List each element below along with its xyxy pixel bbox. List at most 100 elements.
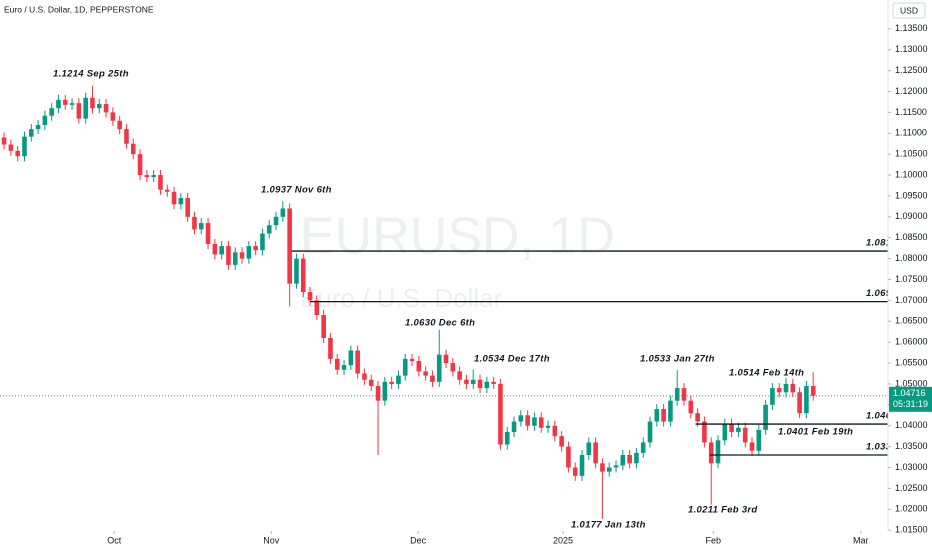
candle-body [103,104,109,113]
candle-body [56,99,61,109]
candle-body [273,216,279,226]
y-tick-label: 1.05000 [895,378,928,388]
y-tick-label: 1.04000 [895,420,928,430]
y-tick-label: 1.02500 [895,483,928,493]
y-tick-label: 1.02000 [895,504,928,514]
candle-body [307,292,313,301]
candle-body [171,191,177,205]
candle-body [348,350,354,366]
candle-body [729,423,734,432]
watermark-subtitle: Euro / U.S. Dollar [300,283,503,313]
watermark: EURUSD, 1D [300,208,615,266]
candle-body [178,198,184,205]
candle-body [42,115,48,125]
candle-body [681,388,687,401]
currency-box[interactable] [892,2,926,19]
y-tick-label: 1.08000 [895,253,928,263]
candle-body [668,400,673,422]
y-tick-label: 1.12500 [895,65,928,75]
annotation: 1.0534 Dec 17th [474,354,550,365]
candle-body [130,143,136,155]
candle-body [226,246,231,265]
candle-body [246,246,252,259]
candle-body [8,144,14,151]
last-price-box [889,386,932,412]
candle-body [613,465,619,468]
y-tick-label: 1.12000 [895,86,928,96]
candle-body [634,452,639,464]
y-tick-label: 1.03000 [895,462,928,472]
candle-body [647,421,653,443]
candle-body [212,243,218,255]
x-tick-label: Oct [107,535,122,545]
x-tick-label: 2025 [553,535,573,545]
x-tick-label: Mar [853,535,869,545]
y-tick-label: 1.06500 [895,316,928,326]
candle-body [368,379,374,387]
candle-body [572,467,578,476]
x-tick-label: Feb [705,535,721,545]
candle-body [430,375,435,382]
candle-body [300,258,306,293]
candle-body [525,415,530,426]
candle-body [695,413,700,422]
candle-body [545,425,551,428]
candle-body [151,175,156,178]
candle-body [158,175,163,190]
y-tick-label: 1.01500 [895,525,928,535]
candle-body [144,175,150,178]
candle-body [579,454,585,476]
candle-body [253,246,258,251]
candle-body [477,379,483,389]
candle-body [124,129,129,144]
candle-body [443,354,449,364]
candle-body [402,358,408,376]
candle-body [763,404,768,430]
candle-body [736,427,741,432]
y-tick-label: 1.09500 [895,190,928,200]
y-tick-label: 1.11500 [895,107,927,117]
last-price-label: 1.04716 [893,388,926,398]
level-label: 1.040 [866,411,892,422]
candle-body [287,208,292,284]
candle-body [110,112,116,121]
candle-body [334,358,340,370]
candle-body [640,442,646,453]
candle-body [600,463,605,472]
candle-body [450,363,456,372]
candle-body [239,252,245,259]
candle-body [96,104,102,109]
candle-body [28,129,34,137]
candle-body [566,446,571,468]
candle-body [198,223,204,230]
candle-body [15,150,20,157]
candle-body [464,379,469,384]
candle-body [409,358,415,361]
y-tick-label: 1.07500 [895,274,928,284]
candle-body [627,454,632,464]
candle-body [219,246,224,255]
candle-body [654,409,660,422]
candle-body [674,388,680,401]
candle-body [137,154,143,176]
candle-body [702,421,707,443]
candle-body [341,365,347,370]
candle-body [83,97,88,119]
annotation: 1.0177 Jan 13th [571,520,646,531]
y-tick-label: 1.03500 [895,441,928,451]
candle-body [90,97,95,109]
annotation: 1.0401 Feb 19th [778,427,853,438]
candle-body [436,354,442,382]
candle-body [314,300,320,316]
candle-body [321,315,326,338]
candle-body [538,417,544,428]
candle-body [715,440,721,464]
candle-body [586,442,592,455]
candle-body [722,423,728,441]
candle-body [504,431,510,445]
candle-body [389,381,394,384]
candle-body [382,381,388,401]
candle-body [776,388,782,393]
annotation: 1.0211 Feb 3rd [688,505,758,516]
